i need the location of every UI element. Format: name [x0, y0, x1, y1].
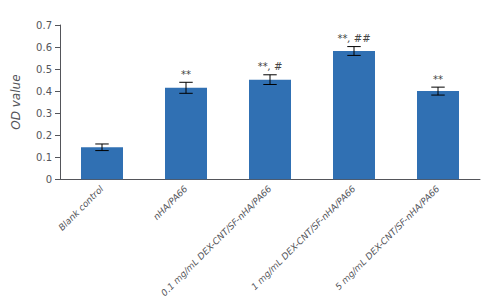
svg-text:nHA/PA66: nHA/PA66 — [151, 184, 190, 223]
svg-text:0.7: 0.7 — [36, 20, 52, 31]
svg-text:0.5: 0.5 — [36, 64, 52, 75]
svg-text:5 mg/mL DEX-CNT/SF-nHA/PA66: 5 mg/mL DEX-CNT/SF-nHA/PA66 — [333, 184, 441, 292]
svg-text:0.2: 0.2 — [36, 130, 52, 141]
svg-text:**: ** — [181, 69, 191, 80]
svg-text:Blank control: Blank control — [57, 183, 106, 232]
svg-text:0.3: 0.3 — [36, 108, 52, 119]
svg-text:0: 0 — [46, 174, 52, 185]
svg-text:1 mg/mL DEX-CNT/SF-nHA/PA66: 1 mg/mL DEX-CNT/SF-nHA/PA66 — [249, 183, 358, 292]
svg-text:OD value: OD value — [9, 74, 23, 129]
svg-text:0.1 mg/mL DEX-CNT/SF-nHA/PA66: 0.1 mg/mL DEX-CNT/SF-nHA/PA66 — [159, 183, 274, 299]
svg-text:0.4: 0.4 — [36, 86, 52, 97]
svg-text:**, #: **, # — [258, 61, 283, 72]
svg-text:0.6: 0.6 — [36, 42, 52, 53]
svg-text:**, ##: **, ## — [337, 33, 370, 44]
svg-text:**: ** — [433, 74, 443, 85]
svg-text:0.1: 0.1 — [36, 152, 52, 163]
